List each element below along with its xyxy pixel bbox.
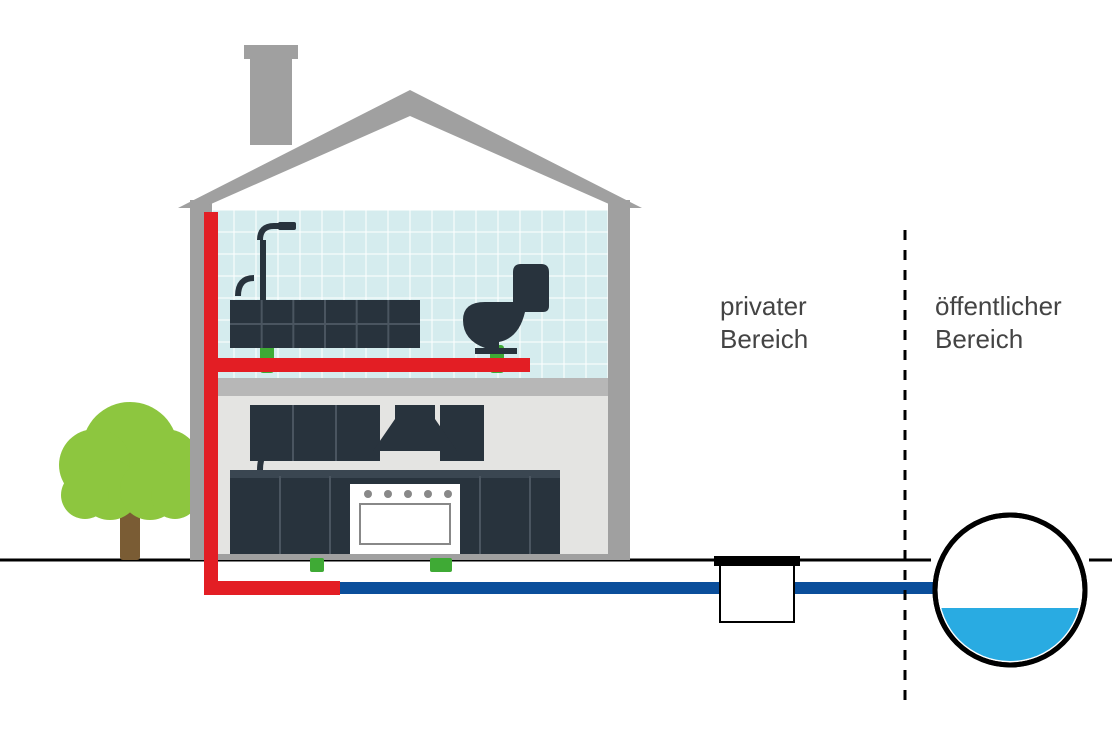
label-private-line2: Bereich [720, 324, 808, 354]
label-public-line2: Bereich [935, 324, 1023, 354]
diagram-canvas: privater Bereich öffentlicher Bereich [0, 0, 1112, 746]
label-private: privater Bereich [720, 290, 808, 355]
label-private-line1: privater [720, 291, 807, 321]
label-public: öffentlicher Bereich [935, 290, 1062, 355]
house-plumbing-diagram [0, 0, 1112, 746]
label-public-line1: öffentlicher [935, 291, 1062, 321]
